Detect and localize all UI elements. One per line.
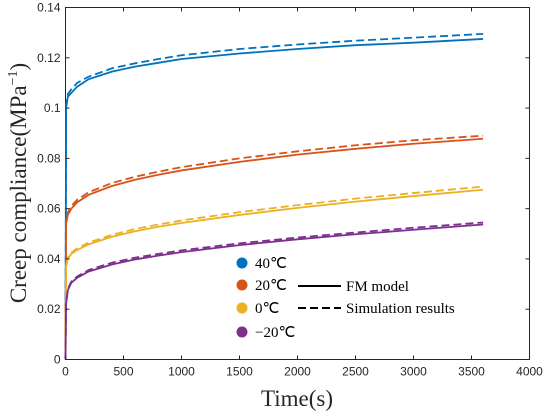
x-tick-label: 4000 (516, 365, 543, 379)
legend-marker-minus20c (236, 326, 248, 338)
series-40c-fm-model-line (64, 38, 484, 360)
legend-marker-20c (236, 279, 248, 291)
legend-marker-40c (236, 257, 248, 269)
y-axis-label-exponent: −1 (6, 70, 21, 85)
y-axis-label-close: ) (6, 63, 31, 71)
legend-label-20c: 20℃ (255, 278, 287, 294)
y-tick-label: 0.08 (37, 151, 61, 165)
series-minus20c-fm-model-line (64, 223, 484, 360)
x-tick-label: 2500 (342, 365, 369, 379)
legend: 40℃ 20℃ 0℃ −20℃ FM model Simulation resu… (236, 256, 455, 341)
x-tick-label: 3000 (400, 365, 427, 379)
y-axis-label-main: Creep compliance(MPa (6, 85, 31, 303)
x-axis-label: Time(s) (261, 386, 333, 411)
legend-label-40c: 40℃ (255, 256, 287, 272)
legend-label-simulation-results: Simulation results (346, 301, 455, 317)
series-0c-fm-model-line (64, 188, 484, 360)
x-tick-label: 1000 (168, 365, 195, 379)
tick-labels: 0 500 1000 1500 2000 2500 3000 3500 4000 0 0.02 0.0… (37, 1, 543, 379)
x-tick-label: 2000 (284, 365, 311, 379)
x-tick-label: 3500 (458, 365, 485, 379)
y-tick-label: 0.14 (37, 1, 61, 15)
y-tick-label: 0 (54, 353, 61, 367)
series-20c-simulation-line (64, 134, 484, 360)
series-0c-simulation-line (64, 185, 484, 360)
y-axis-label: Creep compliance(MPa−1) (6, 63, 31, 303)
x-tick-label: 0 (62, 365, 69, 379)
y-tick-label: 0.06 (37, 202, 61, 216)
x-tick-label: 500 (113, 365, 133, 379)
y-tick-label: 0.02 (37, 302, 61, 316)
x-tick-label: 1500 (226, 365, 253, 379)
series-40c-simulation-line (64, 33, 484, 360)
series-20c-fm-model-line (64, 137, 484, 360)
y-tick-label: 0.04 (37, 252, 61, 266)
ticks-layer (65, 7, 530, 360)
legend-marker-0c (236, 302, 248, 314)
series-layer (64, 33, 484, 360)
y-tick-label: 0.12 (37, 51, 61, 65)
legend-label-minus20c: −20℃ (255, 325, 295, 341)
legend-label-fm-model: FM model (346, 279, 409, 295)
y-tick-label: 0.1 (44, 101, 61, 115)
legend-label-0c: 0℃ (255, 301, 279, 317)
